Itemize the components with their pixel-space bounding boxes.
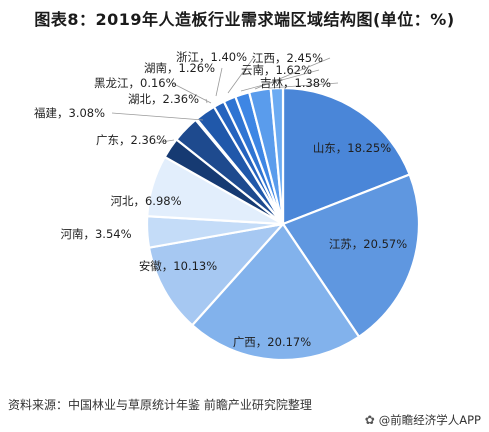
pie-slice-3 [190, 222, 361, 362]
slice-label-12: 浙江，1.40% [176, 50, 247, 64]
brand-text: @前瞻经济学人APP [378, 413, 481, 427]
leader-line-15 [269, 82, 339, 89]
slice-label-4: 安徽，10.13% [139, 259, 217, 273]
leader-line-14 [254, 57, 331, 90]
slice-label-13: 云南，1.62% [241, 63, 312, 77]
leader-line-13 [240, 69, 320, 92]
slice-label-14: 江西，2.45% [252, 51, 323, 65]
slice-label-5: 河南，3.54% [60, 227, 131, 241]
slice-label-1: 山东，18.25% [313, 141, 391, 155]
slice-label-9: 黑龙江，0.16% [94, 76, 177, 90]
slice-label-10: 湖北，2.36% [128, 92, 199, 106]
leader-line-10 [205, 98, 208, 104]
slice-labels: 山东，18.25% 江苏，20.57% 广西，20.17% 安徽，10.13% 河南，3… [34, 50, 407, 349]
slices [145, 86, 421, 362]
leader-line-11 [215, 67, 223, 97]
slice-label-8: 福建，3.08% [34, 106, 105, 120]
source-note: 资料来源：中国林业与草原统计年鉴 前瞻产业研究院整理 [8, 398, 312, 412]
leader-line-8 [111, 112, 204, 121]
slice-label-3: 广西，20.17% [233, 335, 311, 349]
slice-label-6: 河北，6.98% [110, 194, 181, 208]
slice-label-15: 吉林，1.38% [260, 76, 331, 90]
pie-slice-1 [281, 86, 412, 226]
leader-line-7 [154, 139, 175, 144]
leader-line-9 [171, 82, 212, 104]
slice-label-2: 江苏，20.57% [329, 237, 407, 251]
wechat-icon: ✿ [364, 413, 375, 427]
chart-title: 图表8：2019年人造板行业需求端区域结构图(单位：%) [34, 10, 455, 29]
leader-line-12 [227, 56, 255, 94]
pie-slice-15 [269, 86, 285, 225]
pie-slice-4 [147, 222, 286, 327]
slice-label-7: 广东，2.36% [96, 133, 167, 147]
slice-label-11: 湖南，1.26% [144, 61, 215, 75]
brand-credit: ✿ @前瞻经济学人APP [365, 412, 481, 428]
pie-chart: 山东，18.25% 江苏，20.57% 广西，20.17% 安徽，10.13% 河南，3… [34, 50, 421, 362]
pie-slice-2 [281, 173, 421, 339]
